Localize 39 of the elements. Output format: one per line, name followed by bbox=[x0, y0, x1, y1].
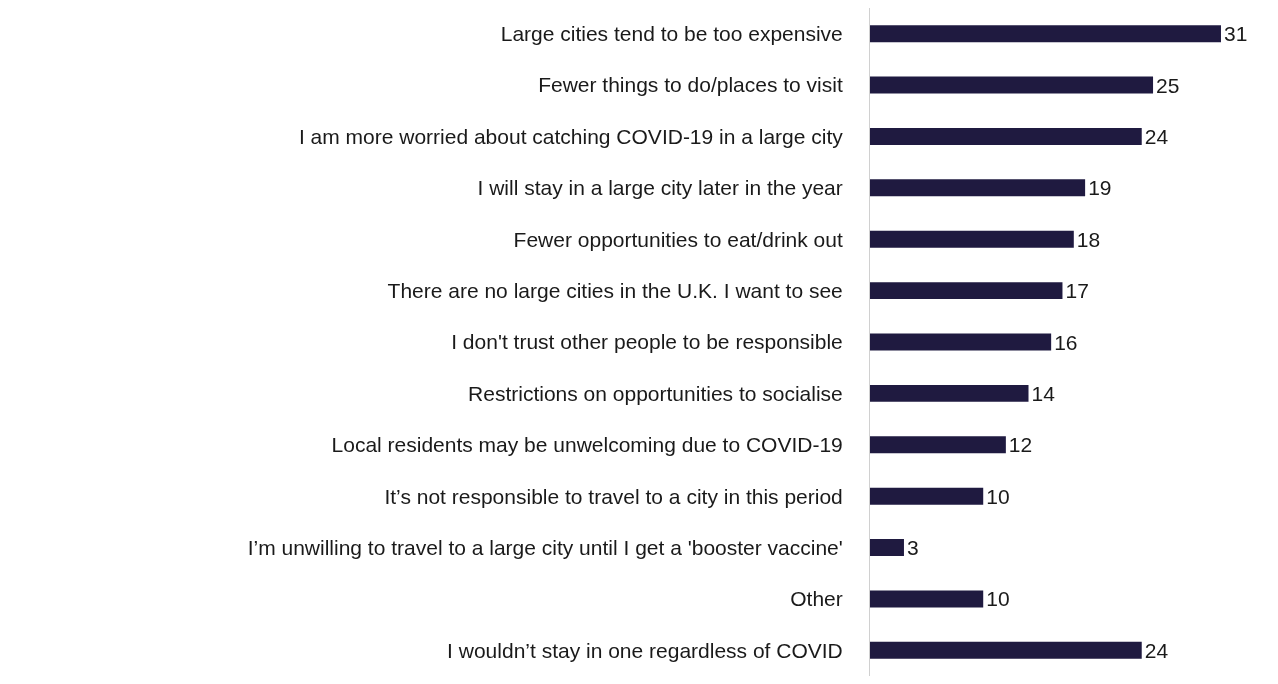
y-tick-label: Other bbox=[790, 587, 843, 611]
y-tick-label: I don't trust other people to be responsible bbox=[451, 330, 843, 354]
y-tick-label: I wouldn’t stay in one regardless of COVID bbox=[447, 638, 843, 662]
data-label: 14 bbox=[1031, 381, 1056, 405]
y-tick-label: Restrictions on opportunities to socialise bbox=[468, 381, 843, 405]
y-tick-label: I’m unwilling to travel to a large city until I get a 'booster vaccine' bbox=[247, 535, 843, 559]
y-tick-label: It’s not responsible to travel to a city in this period bbox=[384, 484, 843, 508]
y-tick-label: There are no large cities in the U.K. I want to see bbox=[387, 278, 843, 302]
data-label: 17 bbox=[1065, 279, 1089, 303]
bar bbox=[870, 333, 1052, 351]
y-tick-label: Fewer things to do/places to visit bbox=[538, 73, 843, 97]
bar bbox=[870, 487, 984, 505]
data-label: 12 bbox=[1008, 433, 1033, 457]
y-tick-label: Large cities tend to be too expensive bbox=[500, 22, 843, 46]
data-label: 3 bbox=[906, 536, 919, 560]
data-label: 24 bbox=[1144, 638, 1169, 662]
bar bbox=[870, 539, 904, 557]
bar bbox=[870, 436, 1006, 454]
data-label: 19 bbox=[1088, 176, 1112, 200]
bar bbox=[870, 282, 1063, 300]
bar bbox=[870, 25, 1221, 43]
data-label: 25 bbox=[1156, 73, 1180, 97]
data-label: 18 bbox=[1076, 227, 1101, 251]
bar bbox=[870, 179, 1086, 197]
bar bbox=[870, 641, 1142, 659]
bar bbox=[870, 384, 1029, 402]
y-tick-label: Fewer opportunities to eat/drink out bbox=[513, 227, 843, 251]
data-label: 31 bbox=[1223, 22, 1248, 46]
y-tick-label: I will stay in a large city later in the year bbox=[477, 176, 843, 200]
bar bbox=[870, 230, 1074, 248]
y-tick-label: Local residents may be unwelcoming due to COVID-19 bbox=[331, 433, 843, 457]
y-tick-label: I am more worried about catching COVID-19 in a large city bbox=[298, 124, 844, 148]
bar bbox=[870, 590, 984, 608]
data-label: 10 bbox=[986, 587, 1010, 611]
data-label: 10 bbox=[986, 484, 1010, 508]
data-label: 24 bbox=[1144, 124, 1169, 148]
data-label: 16 bbox=[1054, 330, 1078, 354]
bar bbox=[870, 76, 1154, 94]
bar bbox=[870, 127, 1142, 145]
